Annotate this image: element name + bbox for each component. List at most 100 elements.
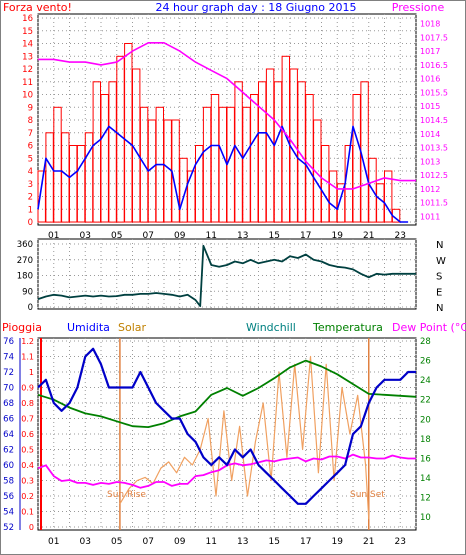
gust-bar xyxy=(313,119,322,223)
solar-line xyxy=(119,355,370,520)
y2-tick-label: 1015.5 xyxy=(420,88,448,97)
sun-rise-label: Sun Rise xyxy=(107,490,146,500)
x-tick-label: 19 xyxy=(332,537,344,547)
y-tick-label: 13 xyxy=(22,52,33,62)
chart-title: 24 hour graph day : 18 Giugno 2015 xyxy=(155,1,356,14)
x-tick-label: 07 xyxy=(143,537,154,547)
humidity-tick-label: 74 xyxy=(3,353,14,363)
x-tick-label: 21 xyxy=(363,537,374,547)
compass-label: W xyxy=(436,256,446,267)
y-tick-label: 0 xyxy=(28,303,33,313)
rain-tick-label: 1.2 xyxy=(21,337,34,346)
y-tick-label: 2 xyxy=(28,193,33,203)
gust-bar xyxy=(234,81,243,223)
y2-tick-label: 1012.5 xyxy=(420,171,448,180)
y2-tick-label: 1012 xyxy=(420,185,440,194)
rain-tick-label: 0 xyxy=(29,523,34,532)
y2-tick-label: 1016 xyxy=(420,75,440,84)
x-tick-label: 09 xyxy=(174,231,186,241)
y-tick-label: 360 xyxy=(17,240,33,250)
wind-direction-line xyxy=(37,244,416,308)
x-tick-label: 19 xyxy=(332,231,344,241)
humidity-tick-label: 70 xyxy=(3,384,14,394)
rain-tick-label: 0.7 xyxy=(21,415,34,424)
y-tick-label: 6 xyxy=(28,142,33,152)
wind-speed-label: Forza vento! xyxy=(3,1,72,14)
rain-tick-label: 0.6 xyxy=(21,430,34,439)
rain-label: Pioggia xyxy=(2,321,42,334)
humidity-tick-label: 68 xyxy=(3,399,14,409)
x-tick-label: 01 xyxy=(48,231,59,241)
solar-label: Solar xyxy=(118,321,147,334)
y2-tick-label: 1015 xyxy=(420,102,440,111)
y2-tick-label: 1011.5 xyxy=(420,199,448,208)
y2-tick-label: 1014.5 xyxy=(420,116,448,125)
x-tick-label: 13 xyxy=(237,537,248,547)
x-tick-label: 09 xyxy=(174,537,186,547)
x-tick-label: 11 xyxy=(206,537,217,547)
y-tick-label: 10 xyxy=(22,91,33,101)
gust-bar xyxy=(328,170,338,223)
humidity-tick-label: 72 xyxy=(3,368,14,378)
y-tick-label: 4 xyxy=(28,167,33,177)
x-tick-label: 03 xyxy=(80,537,91,547)
y-tick-label: 90 xyxy=(22,287,33,297)
temperature-label: Temperatura xyxy=(312,321,383,334)
humidity-tick-label: 52 xyxy=(3,523,14,533)
y-tick-label: 180 xyxy=(17,272,33,282)
compass-label: N xyxy=(436,303,443,314)
gust-bar xyxy=(37,170,46,223)
x-tick-label: 23 xyxy=(395,537,406,547)
x-tick-label: 15 xyxy=(269,231,280,241)
wind-pressure-chart: 01234567891011121314151610111011.5101210… xyxy=(22,14,448,241)
humidity-tick-label: 66 xyxy=(3,415,14,425)
temperature-tick-label: 22 xyxy=(420,396,431,406)
humidity-tick-label: 56 xyxy=(3,492,14,502)
y2-tick-label: 1013.5 xyxy=(420,144,448,153)
sun-set-label: Sun Set xyxy=(350,490,385,500)
y2-tick-label: 1016.5 xyxy=(420,61,448,70)
x-tick-label: 17 xyxy=(300,231,311,241)
x-tick-label: 23 xyxy=(395,231,406,241)
wind-average-line xyxy=(37,125,409,223)
x-tick-label: 13 xyxy=(237,231,248,241)
y-tick-label: 5 xyxy=(28,154,33,164)
gust-bar xyxy=(139,106,149,223)
gust-bar xyxy=(202,106,212,223)
rain-tick-label: 1.1 xyxy=(21,353,34,362)
x-tick-label: 21 xyxy=(363,231,374,241)
rain-tick-label: 1 xyxy=(29,368,34,377)
y2-tick-label: 1011 xyxy=(420,212,440,221)
rain-tick-label: 0.2 xyxy=(21,492,34,501)
dew-point-label: Dew Point (°C) xyxy=(392,321,466,334)
y-tick-label: 15 xyxy=(22,27,33,37)
temperature-tick-label: 28 xyxy=(420,337,431,347)
y-tick-label: 1 xyxy=(28,205,33,215)
y2-tick-label: 1017 xyxy=(420,47,440,56)
x-tick-label: 05 xyxy=(111,231,122,241)
y2-tick-label: 1018 xyxy=(420,20,440,29)
gust-bar xyxy=(352,94,361,223)
rain-tick-label: 0.9 xyxy=(21,384,34,393)
gust-bar xyxy=(297,81,306,223)
pressure-line xyxy=(38,41,416,190)
humidity-tick-label: 64 xyxy=(3,430,14,440)
y2-tick-label: 1013 xyxy=(420,157,440,166)
humidity-tick-label: 60 xyxy=(3,461,14,471)
temperature-tick-label: 20 xyxy=(420,415,431,425)
rain-tick-label: 0.5 xyxy=(21,446,34,455)
y2-tick-label: 1017.5 xyxy=(420,33,448,42)
humidity-tick-label: 58 xyxy=(3,477,14,487)
temperature-tick-label: 12 xyxy=(420,494,431,504)
x-tick-label: 01 xyxy=(48,537,59,547)
windchill-label: Windchill xyxy=(246,321,296,334)
temperature-tick-label: 16 xyxy=(420,454,431,464)
x-tick-label: 07 xyxy=(143,231,154,241)
y-tick-label: 16 xyxy=(22,14,33,24)
x-tick-label: 05 xyxy=(111,537,122,547)
gust-bar xyxy=(384,170,393,223)
humidity-tick-label: 62 xyxy=(3,446,14,456)
